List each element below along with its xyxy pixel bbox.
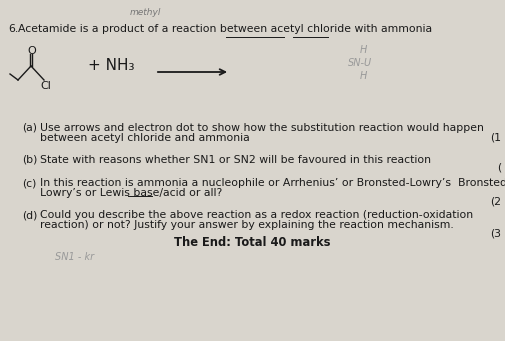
Text: 6.: 6. <box>8 24 18 34</box>
Text: (: ( <box>497 163 501 173</box>
Text: Acetamide is a product of a reaction between acetyl chloride with ammonia: Acetamide is a product of a reaction bet… <box>18 24 432 34</box>
Text: (3: (3 <box>490 228 501 238</box>
Text: The End: Total 40 marks: The End: Total 40 marks <box>174 236 330 249</box>
Text: (a): (a) <box>22 123 37 133</box>
Text: SN-U: SN-U <box>348 58 372 68</box>
Text: In this reaction is ammonia a nucleophile or Arrhenius’ or Bronsted-Lowry’s  Bro: In this reaction is ammonia a nucleophil… <box>40 178 505 188</box>
Text: State with reasons whether SN1 or SN2 will be favoured in this reaction: State with reasons whether SN1 or SN2 wi… <box>40 155 431 165</box>
Text: O: O <box>28 46 36 56</box>
Text: (1: (1 <box>490 133 501 143</box>
Text: H: H <box>360 71 367 81</box>
Text: SN1 - kr: SN1 - kr <box>55 252 94 262</box>
Text: reaction) or not? Justify your answer by explaining the reaction mechanism.: reaction) or not? Justify your answer by… <box>40 220 454 230</box>
Text: + NH₃: + NH₃ <box>88 58 134 73</box>
Text: Lowry’s or Lewis base/acid or all?: Lowry’s or Lewis base/acid or all? <box>40 188 222 198</box>
Text: between acetyl chloride and ammonia: between acetyl chloride and ammonia <box>40 133 250 143</box>
Text: Cl: Cl <box>40 81 51 91</box>
Text: (d): (d) <box>22 210 37 220</box>
Text: (b): (b) <box>22 155 37 165</box>
Text: Could you describe the above reaction as a redox reaction (reduction-oxidation: Could you describe the above reaction as… <box>40 210 473 220</box>
Text: (c): (c) <box>22 178 36 188</box>
Text: Use arrows and electron dot to show how the substitution reaction would happen: Use arrows and electron dot to show how … <box>40 123 484 133</box>
Text: H: H <box>360 45 367 55</box>
Text: (2: (2 <box>490 196 501 206</box>
Text: methyl: methyl <box>130 8 162 17</box>
